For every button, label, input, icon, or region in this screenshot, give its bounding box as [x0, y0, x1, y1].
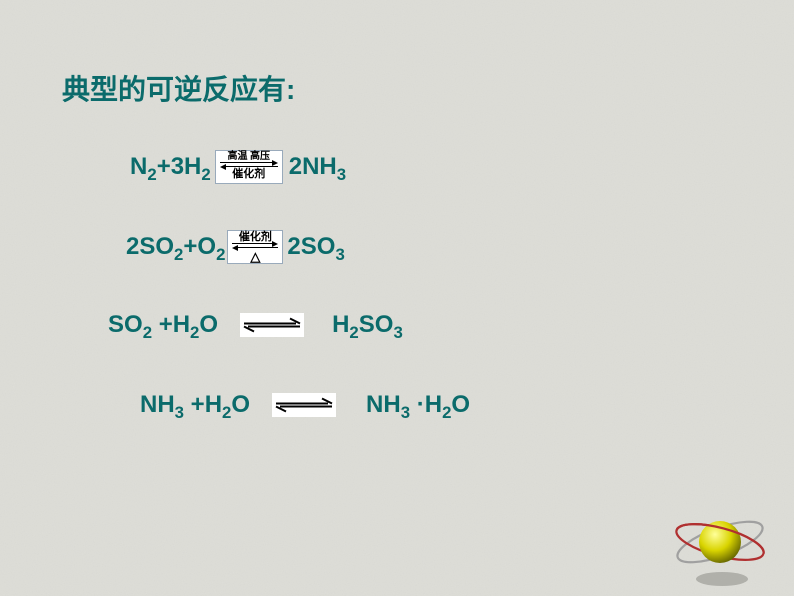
condition-bottom-label: △ [228, 250, 282, 263]
equation-rhs: NH3 ·H2O [366, 391, 470, 419]
reaction-conditions-box: 催化剂△ [227, 230, 283, 264]
slide: 典型的可逆反应有: N2+3H2高温 高压催化剂2NH32SO2+O2催化剂△2… [0, 0, 794, 596]
equilibrium-arrow-icon [220, 162, 278, 169]
equation-lhs: 2SO2+O2 [126, 233, 225, 261]
equilibrium-arrow-icon [272, 393, 336, 417]
equilibrium-arrow-icon [240, 313, 304, 337]
equation-lhs: N2+3H2 [130, 153, 211, 181]
equation-lhs: SO2 +H2O [108, 311, 218, 339]
reaction-conditions-box: 高温 高压催化剂 [215, 150, 283, 184]
equation-rhs: H2SO3 [332, 311, 403, 339]
equation-rhs: 2SO3 [287, 233, 344, 261]
equation: N2+3H2高温 高压催化剂2NH3 [130, 150, 346, 184]
condition-bottom-label: 催化剂 [216, 169, 282, 180]
equation-rhs: 2NH3 [289, 153, 346, 181]
equation: 2SO2+O2催化剂△2SO3 [126, 230, 345, 264]
heading-typical-reversible-reactions: 典型的可逆反应有: [62, 68, 295, 108]
equilibrium-arrow-icon [232, 243, 278, 250]
equation: SO2 +H2O H2SO3 [108, 310, 403, 339]
equation-lhs: NH3 +H2O [140, 391, 250, 419]
atom-ornament-icon [650, 487, 790, 596]
equation: NH3 +H2O NH3 ·H2O [140, 390, 470, 419]
